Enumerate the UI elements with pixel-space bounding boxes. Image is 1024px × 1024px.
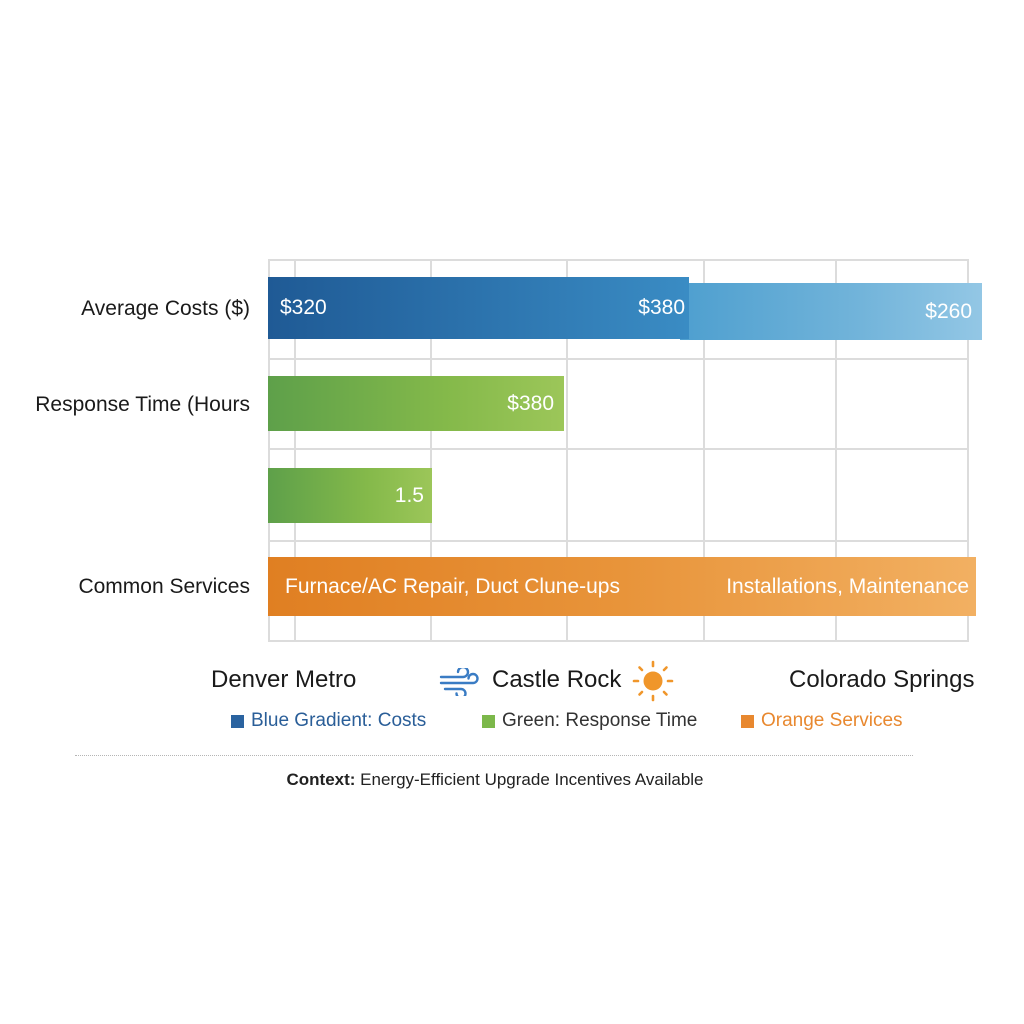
legend-item-services: Orange Services: [741, 708, 903, 734]
wind-icon: [439, 668, 479, 696]
context-prefix: Context:: [286, 770, 356, 789]
bar-common-services: Furnace/AC Repair, Duct Clune-ups Instal…: [268, 557, 976, 616]
region-label-castle-rock: Castle Rock: [492, 666, 622, 693]
legend-swatch-orange: [741, 714, 754, 728]
legend-item-response-time: Green: Response Time: [482, 708, 697, 734]
context-text: Energy-Efficient Upgrade Incentives Avai…: [355, 770, 704, 789]
region-label-colorado-springs: Colorado Springs: [789, 666, 975, 693]
row-label-response-time: Response Time (Hours: [35, 393, 250, 416]
legend-label: Orange Services: [761, 710, 903, 731]
bar-response-time-2: 1.5: [268, 468, 432, 523]
bar-value-label: $260: [925, 299, 972, 323]
legend-swatch-green: [482, 714, 495, 728]
bar-value-label: Installations, Maintenance: [726, 574, 969, 598]
gridline-v: [294, 261, 296, 640]
legend-label: Blue Gradient: Costs: [251, 710, 427, 731]
gridline-h: [270, 540, 967, 542]
gridline-h: [270, 448, 967, 450]
bar-value-label: $380: [507, 391, 554, 415]
dotted-divider: [75, 755, 913, 756]
chart-grid: [268, 259, 969, 642]
bar-costs-colorado-springs: $260: [680, 283, 982, 340]
bar-costs-denver-castle-rock: $320 $380: [268, 277, 689, 339]
context-note: Context: Energy-Efficient Upgrade Incent…: [0, 768, 990, 792]
gridline-h: [270, 358, 967, 360]
bar-value-label: Furnace/AC Repair, Duct Clune-ups: [285, 574, 620, 598]
bar-value-label: $320: [280, 296, 327, 319]
gridline-v: [835, 261, 837, 640]
legend-item-costs: Blue Gradient: Costs: [231, 708, 426, 734]
row-label-common-services: Common Services: [78, 575, 250, 598]
gridline-v: [566, 261, 568, 640]
row-label-average-costs: Average Costs ($): [81, 297, 250, 320]
region-label-denver-metro: Denver Metro: [211, 666, 357, 693]
legend-label: Green: Response Time: [502, 710, 698, 731]
sun-icon: [632, 660, 674, 702]
gridline-v: [703, 261, 705, 640]
gridline-v: [430, 261, 432, 640]
bar-value-label: $380: [638, 296, 685, 319]
legend-swatch-blue: [231, 714, 244, 728]
bar-response-time: $380: [268, 376, 564, 431]
bar-value-label: 1.5: [394, 483, 424, 507]
